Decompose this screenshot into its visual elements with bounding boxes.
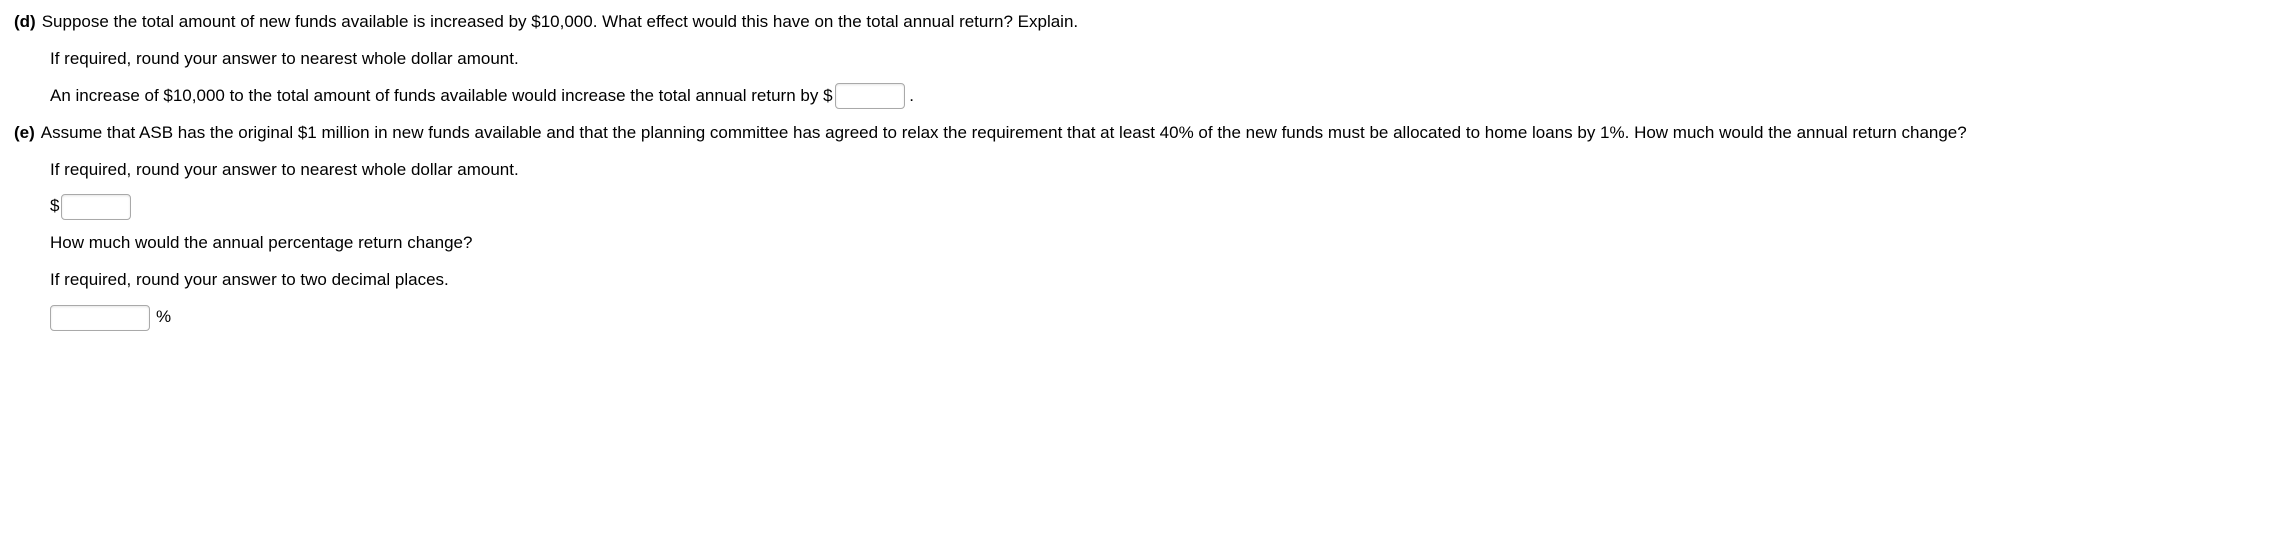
part-d-sentence-before: An increase of $10,000 to the total amou…: [50, 86, 823, 105]
part-e-answer-2-line: %: [50, 303, 2280, 332]
part-e-percent-input[interactable]: [50, 305, 150, 331]
part-e-label: (e): [14, 119, 41, 148]
part-e-block: (e) Assume that ASB has the original $1 …: [14, 119, 2280, 332]
part-d-prompt: Suppose the total amount of new funds av…: [42, 8, 2280, 37]
part-d-label: (d): [14, 8, 42, 37]
part-e-prompt: Assume that ASB has the original $1 mill…: [41, 119, 2280, 148]
part-d-sentence-after: .: [905, 86, 914, 105]
part-e-instruction-2: If required, round your answer to two de…: [50, 266, 2280, 295]
part-d-instruction: If required, round your answer to neares…: [50, 45, 2280, 74]
dollar-sign-e: $: [50, 196, 59, 215]
part-e-answer-1-line: $: [50, 192, 2280, 221]
part-e-prompt-row: (e) Assume that ASB has the original $1 …: [14, 119, 2280, 148]
part-d-block: (d) Suppose the total amount of new fund…: [14, 8, 2280, 111]
part-d-prompt-row: (d) Suppose the total amount of new fund…: [14, 8, 2280, 37]
part-e-dollar-input[interactable]: [61, 194, 131, 220]
part-e-instruction-1: If required, round your answer to neares…: [50, 156, 2280, 185]
part-e-question-2: How much would the annual percentage ret…: [50, 229, 2280, 258]
part-d-amount-input[interactable]: [835, 83, 905, 109]
part-d-answer-line: An increase of $10,000 to the total amou…: [50, 82, 2280, 111]
dollar-sign: $: [823, 86, 832, 105]
percent-sign: %: [156, 307, 171, 326]
